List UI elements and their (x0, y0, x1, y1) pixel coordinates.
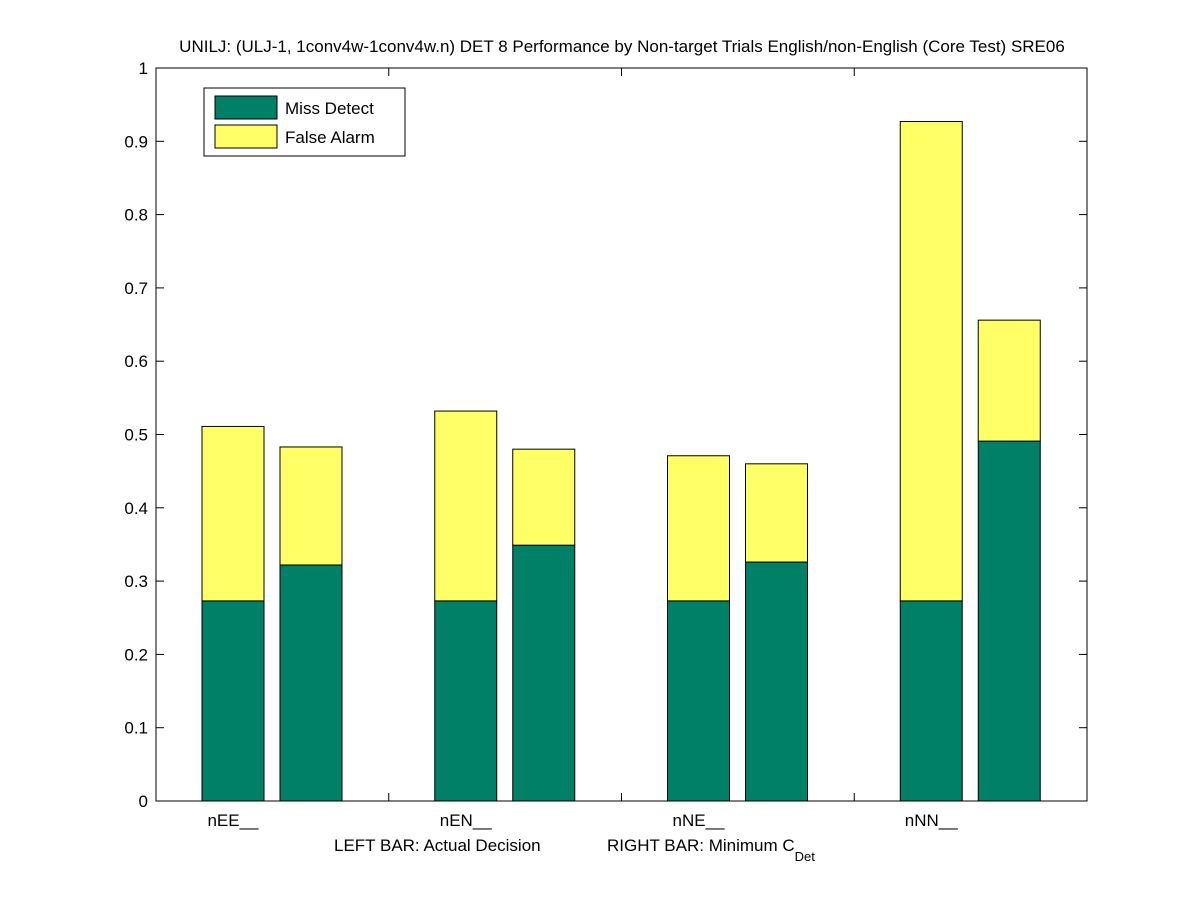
y-tick-label: 0.5 (124, 426, 148, 445)
bar-false-alarm-right (745, 463, 808, 563)
chart-title: UNILJ: (ULJ-1, 1conv4w-1conv4w.n) DET 8 … (179, 37, 1065, 56)
y-tick-label: 0.4 (124, 499, 148, 518)
bar-miss-detect-right (745, 561, 808, 802)
x-label-right: RIGHT BAR: Minimum CDet (607, 836, 815, 864)
x-tick-label: nEE__ (207, 811, 259, 830)
y-tick-label: 0.2 (124, 645, 148, 664)
bar-miss-detect-left (899, 600, 963, 802)
bar-miss-detect-left (667, 600, 730, 802)
x-tick-label: nEN__ (440, 811, 493, 830)
x-axis: nEE__ nEN__ nNE__ nNN__ (207, 811, 958, 830)
bar-false-alarm-right (279, 446, 343, 566)
bar-false-alarm-right (977, 319, 1041, 442)
bar-false-alarm-left (667, 455, 730, 602)
legend-swatch-false-alarm (214, 124, 278, 149)
y-axis: 0 0.1 0.2 0.3 0.4 0.5 0.6 0.7 0.8 0.9 1 (124, 59, 148, 811)
x-label-right-sub: Det (795, 849, 816, 864)
y-tick-label: 0.8 (124, 206, 148, 225)
x-tick-label: nNE__ (673, 811, 726, 830)
y-tick-label: 0.1 (124, 719, 148, 738)
x-label-right-main: RIGHT BAR: Minimum C (607, 836, 795, 855)
y-tick-label: 1 (139, 59, 148, 78)
y-tick-label: 0.9 (124, 132, 148, 151)
bar-false-alarm-left (434, 410, 498, 602)
bar-miss-detect-right (512, 544, 576, 802)
legend-label-miss-detect: Miss Detect (285, 99, 374, 118)
y-tick-label: 0.3 (124, 572, 148, 591)
bars-group (201, 121, 1041, 802)
bar-miss-detect-right (977, 440, 1041, 802)
x-tick-label: nNN__ (905, 811, 958, 830)
y-tick-label: 0.7 (124, 279, 148, 298)
plot-area (155, 67, 1088, 802)
axis-ticks (156, 67, 1087, 802)
bar-miss-detect-left (201, 600, 265, 802)
legend-label-false-alarm: False Alarm (285, 128, 375, 147)
legend-swatch-miss-detect (214, 95, 278, 120)
bar-false-alarm-left (899, 121, 963, 602)
bar-false-alarm-left (201, 425, 265, 602)
y-tick-label: 0.6 (124, 352, 148, 371)
bar-false-alarm-right (512, 448, 576, 546)
x-label-left: LEFT BAR: Actual Decision (334, 836, 541, 855)
legend: Miss Detect False Alarm (203, 87, 406, 157)
bar-miss-detect-right (279, 564, 343, 802)
bar-miss-detect-left (434, 600, 498, 802)
x-axis-label: LEFT BAR: Actual Decision RIGHT BAR: Min… (334, 836, 815, 864)
y-tick-label: 0 (139, 792, 148, 811)
